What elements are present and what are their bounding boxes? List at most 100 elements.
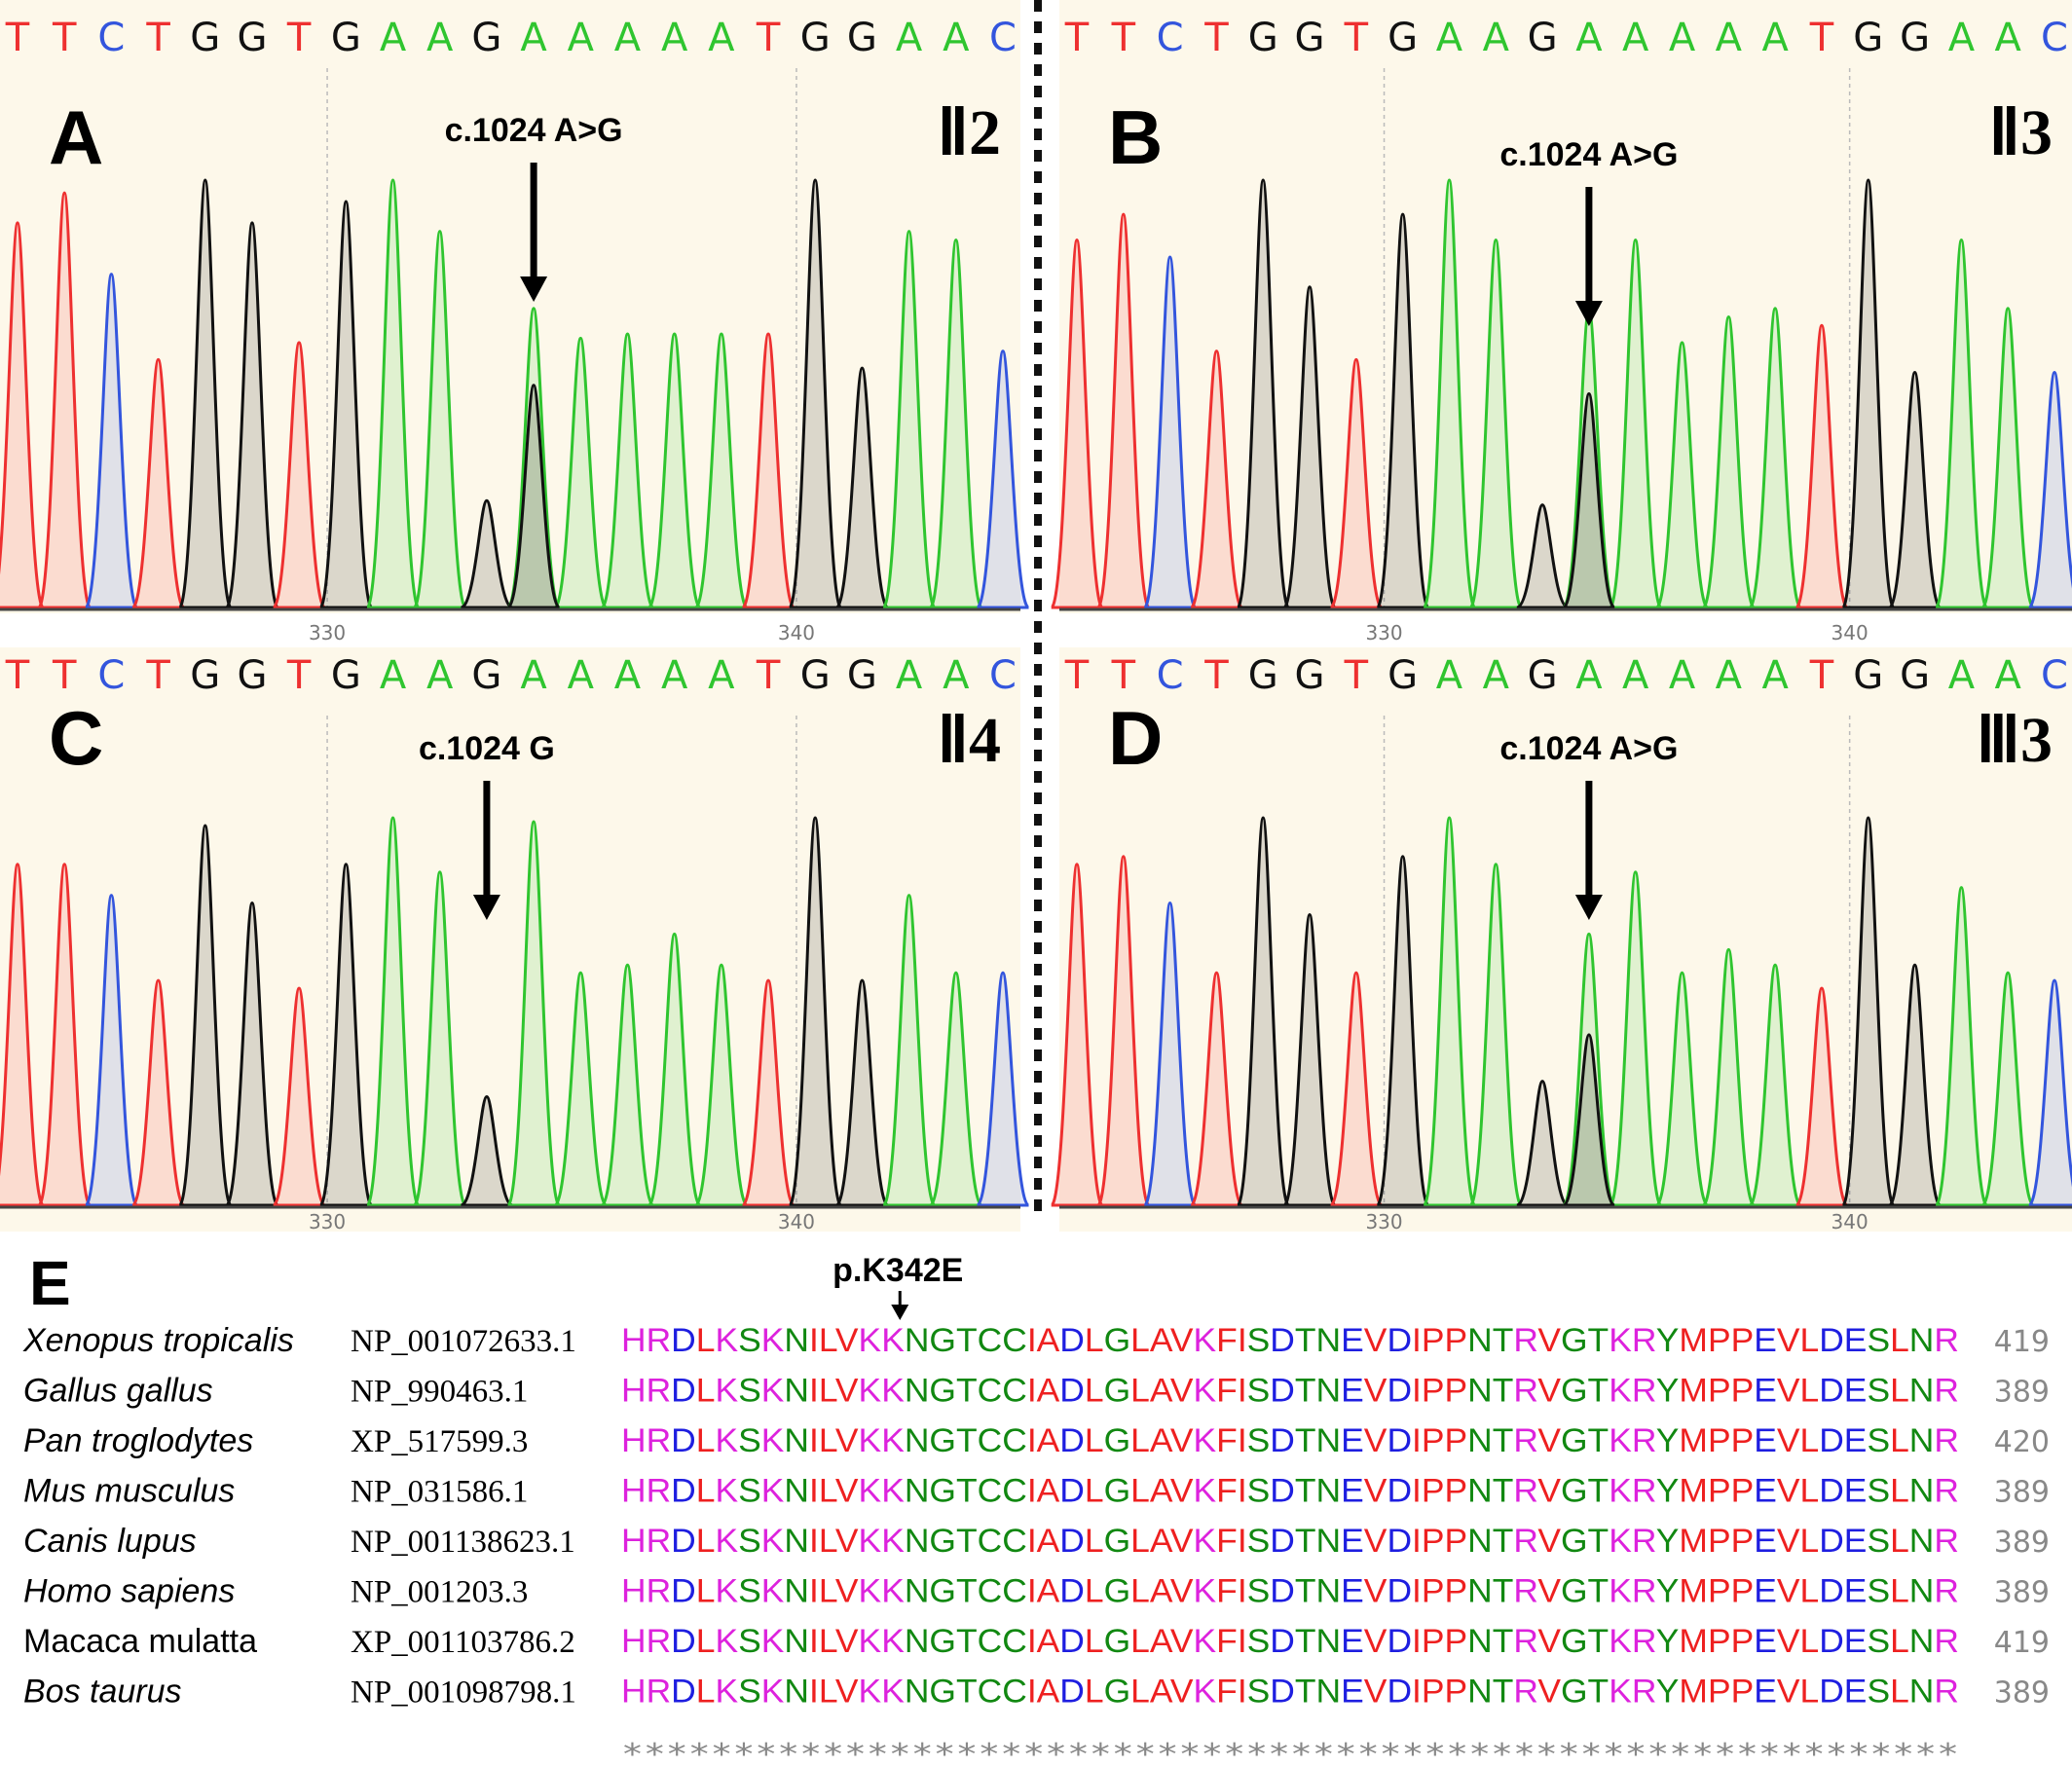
peak-A — [1654, 971, 1710, 1207]
peak-A — [928, 238, 983, 609]
peak-A — [506, 820, 562, 1207]
base-call: A — [1948, 16, 1976, 60]
peak-C — [84, 894, 139, 1207]
peak-G — [318, 863, 374, 1207]
base-call: G — [1900, 653, 1930, 698]
base-call: A — [426, 653, 454, 698]
peak-C — [84, 273, 139, 609]
peak-A — [600, 332, 655, 609]
base-call: G — [237, 653, 267, 698]
peak-A — [365, 178, 421, 609]
base-call: G — [190, 16, 220, 60]
base-call: A — [1761, 653, 1789, 698]
peak-A — [1468, 863, 1524, 1207]
sequence-end-position: 419 — [1994, 1626, 2050, 1660]
sample-id: Ⅱ2 — [938, 97, 1001, 168]
base-call: G — [1388, 16, 1418, 60]
peak-A — [412, 870, 467, 1207]
peak-G — [1841, 178, 1896, 609]
peak-A — [1934, 886, 1989, 1207]
alignment-row: Homo sapiens NP_001203.3 HRDLKSKNILVKKNGTC… — [23, 1573, 2050, 1610]
base-call: T — [286, 653, 312, 698]
alignment-row: Xenopus tropicalis NP_001072633.1 HRDLKSKN… — [22, 1322, 2050, 1359]
base-call: A — [1761, 16, 1789, 60]
peak-A — [1934, 238, 1989, 609]
peak-T — [272, 986, 327, 1207]
peak-G — [834, 978, 890, 1207]
base-call: A — [1483, 653, 1510, 698]
accession-number: XP_001103786.2 — [351, 1625, 575, 1660]
peak-G — [1375, 212, 1430, 609]
species-name: Canis lupus — [23, 1523, 197, 1560]
peak-G — [1887, 963, 1942, 1207]
peak-C — [976, 971, 1030, 1207]
alignment-row: Pan troglodytes XP_517599.3 HRDLKSKNILVKKN… — [23, 1422, 2050, 1459]
tick-label: 340 — [1832, 621, 1868, 644]
protein-sequence: HRDLKSKNILVKKNGTCCIADLGLAVKFISDTNEVDIPPN… — [621, 1473, 1959, 1510]
sample-id: Ⅱ4 — [938, 705, 1001, 776]
peak-G — [177, 178, 233, 609]
sequence-end-position: 389 — [1994, 1476, 2050, 1510]
base-call: C — [1157, 16, 1184, 60]
base-call: T — [5, 16, 30, 60]
peak-T — [741, 332, 796, 609]
base-call: A — [380, 653, 407, 698]
tick-label: 340 — [778, 1210, 815, 1233]
base-call: A — [1669, 16, 1696, 60]
protein-sequence: HRDLKSKNILVKKNGTCCIADLGLAVKFISDTNEVDIPPN… — [621, 1422, 1959, 1459]
base-call: A — [1948, 653, 1976, 698]
peak-G — [318, 200, 374, 609]
mutation-arrow-head — [1574, 895, 1603, 920]
base-call: A — [1622, 16, 1649, 60]
tick-label: 330 — [1365, 1210, 1402, 1233]
peak-T — [130, 978, 186, 1207]
peak-A — [1980, 307, 2035, 609]
base-call: T — [145, 653, 170, 698]
base-call: T — [5, 653, 30, 698]
peak-A — [881, 230, 937, 609]
peak-G — [834, 366, 890, 609]
panel-label: C — [49, 695, 103, 781]
panel-label: A — [49, 94, 103, 180]
base-call: A — [614, 653, 642, 698]
base-call: T — [1111, 653, 1136, 698]
base-call: A — [1995, 653, 2022, 698]
base-call: T — [286, 16, 312, 60]
base-call: G — [847, 653, 877, 698]
base-call: G — [1388, 653, 1418, 698]
mutant-peak-g — [1562, 391, 1616, 609]
peak-G — [788, 178, 843, 609]
peak-T — [37, 863, 92, 1207]
base-call: A — [1995, 16, 2022, 60]
peak-G — [788, 816, 843, 1207]
peak-G — [224, 902, 279, 1207]
peak-T — [741, 978, 796, 1207]
base-call: G — [1900, 16, 1930, 60]
peak-T — [0, 863, 45, 1207]
accession-number: NP_001072633.1 — [351, 1324, 576, 1359]
sample-id: Ⅱ3 — [1989, 97, 2053, 168]
peak-T — [1096, 855, 1151, 1207]
accession-number: NP_001203.3 — [351, 1575, 528, 1610]
peak-A — [928, 971, 983, 1207]
sequence-end-position: 389 — [1994, 1676, 2050, 1711]
base-call: G — [1295, 16, 1325, 60]
protein-sequence: HRDLKSKNILVKKNGTCCIADLGLAVKFISDTNEVDIPPN… — [621, 1373, 1959, 1410]
peak-A — [1701, 314, 1757, 609]
base-call: C — [97, 653, 125, 698]
tick-label: 340 — [778, 621, 815, 644]
tick-label: 330 — [309, 1210, 346, 1233]
peak-A — [365, 816, 421, 1207]
peak-C — [1142, 255, 1198, 609]
base-call: G — [1528, 16, 1558, 60]
base-call: A — [568, 653, 595, 698]
protein-sequence: HRDLKSKNILVKKNGTCCIADLGLAVKFISDTNEVDIPPN… — [621, 1674, 1959, 1711]
base-call: A — [426, 16, 454, 60]
base-call: G — [471, 653, 501, 698]
peak-A — [647, 932, 702, 1207]
sequence-end-position: 389 — [1994, 1526, 2050, 1560]
base-call: T — [145, 16, 170, 60]
base-call: T — [1203, 653, 1229, 698]
